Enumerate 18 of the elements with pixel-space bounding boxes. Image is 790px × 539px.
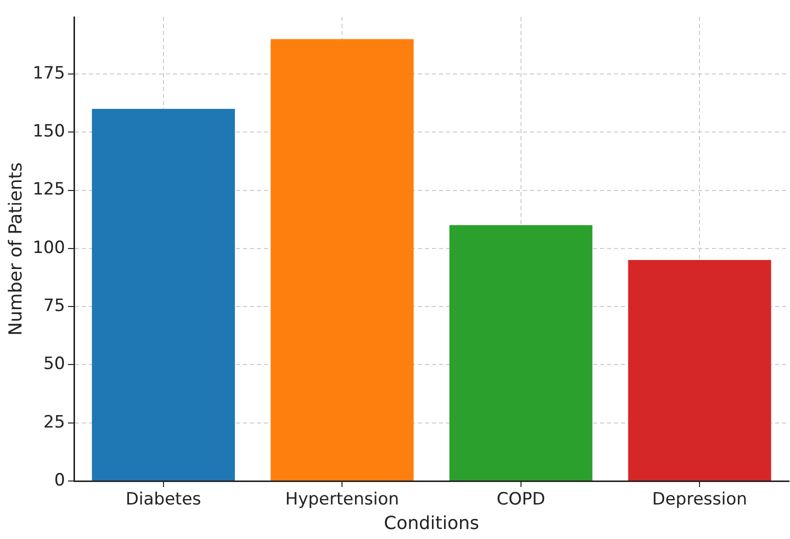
x-tick-label: COPD [496, 490, 546, 510]
bar [628, 260, 772, 480]
y-axis-title: Number of Patients [5, 162, 26, 336]
x-tick-label: Depression [652, 490, 748, 510]
y-tick-label: 175 [32, 63, 66, 84]
x-axis-title: Conditions [384, 512, 480, 534]
y-tick-label: 125 [32, 180, 66, 200]
y-tick-label: 0 [54, 470, 66, 490]
y-tick-label: 100 [32, 238, 66, 258]
y-tick-label: 50 [43, 354, 66, 374]
x-tick-label: Hypertension [285, 490, 400, 510]
bar [270, 39, 414, 480]
x-tick-label: Diabetes [126, 490, 202, 510]
bar [92, 108, 235, 480]
y-tick-label: 75 [43, 296, 66, 316]
bar [449, 225, 592, 480]
y-tick-label: 25 [43, 412, 66, 432]
y-tick-label: 150 [32, 122, 66, 142]
